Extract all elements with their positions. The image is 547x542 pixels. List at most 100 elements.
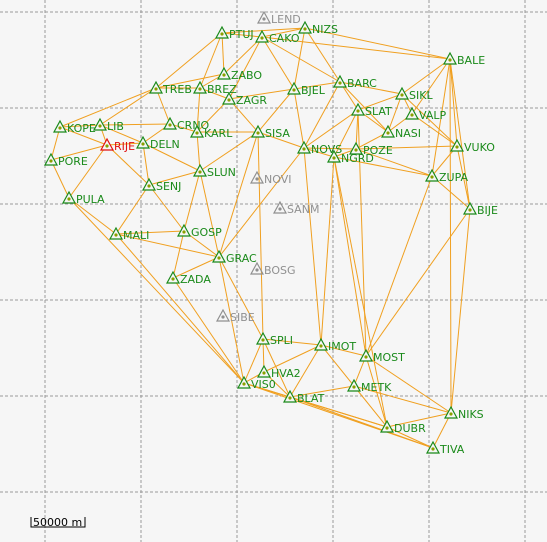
station-karl[interactable]: KARL bbox=[189, 124, 233, 140]
station-ptuj[interactable]: PTUJ bbox=[214, 25, 254, 41]
station-slat[interactable]: SLAT bbox=[350, 102, 392, 118]
station-bale[interactable]: BALE bbox=[442, 51, 485, 67]
station-vuko[interactable]: VUKO bbox=[449, 138, 495, 154]
station-center-dot bbox=[431, 447, 435, 451]
station-rije[interactable]: RIJE bbox=[99, 137, 135, 153]
station-pula[interactable]: PULA bbox=[61, 190, 105, 206]
station-center-dot bbox=[303, 27, 307, 31]
baseline-imot-blat bbox=[289, 344, 322, 398]
station-senj[interactable]: SENJ bbox=[141, 177, 181, 193]
station-label: DELN bbox=[150, 138, 180, 151]
station-sanm[interactable]: SANM bbox=[272, 200, 319, 216]
baseline-bale-vuko bbox=[449, 58, 458, 147]
station-sisa[interactable]: SISA bbox=[250, 124, 290, 140]
baseline-grac-vis0 bbox=[218, 256, 245, 384]
baseline-most-dubr bbox=[365, 355, 388, 428]
station-novi[interactable]: NOVI bbox=[249, 170, 291, 186]
station-center-dot bbox=[227, 98, 231, 102]
baseline-niks-bije bbox=[450, 208, 471, 414]
station-poze[interactable]: POZE bbox=[348, 141, 393, 157]
station-crno[interactable]: CRNO bbox=[162, 116, 210, 132]
baseline-senj-mali bbox=[115, 184, 150, 235]
station-metk[interactable]: METK bbox=[346, 378, 392, 394]
station-sibe[interactable]: SIBE bbox=[215, 308, 255, 324]
baseline-hva2-imot bbox=[263, 344, 322, 373]
station-nasi[interactable]: NASI bbox=[380, 124, 421, 140]
baseline-nizs-bale bbox=[304, 27, 451, 60]
station-valp[interactable]: VALP bbox=[404, 106, 446, 122]
baseline-novs-sisa bbox=[257, 131, 305, 149]
station-cako[interactable]: CAKO bbox=[254, 29, 300, 45]
station-blat[interactable]: BLAT bbox=[282, 389, 325, 405]
station-pore[interactable]: PORE bbox=[43, 152, 88, 168]
station-niks[interactable]: NIKS bbox=[443, 405, 484, 421]
station-kope[interactable]: KOPE bbox=[52, 119, 96, 135]
baseline-sikl-slat bbox=[357, 93, 403, 111]
station-zupa[interactable]: ZUPA bbox=[424, 168, 469, 184]
baseline-barc-novs bbox=[303, 81, 341, 149]
station-barc[interactable]: BARC bbox=[332, 74, 377, 90]
baseline-sisa-grac bbox=[218, 131, 259, 258]
station-center-dot bbox=[217, 256, 221, 260]
station-treb[interactable]: TREB bbox=[148, 80, 192, 96]
station-center-dot bbox=[262, 17, 266, 21]
baseline-treb-lib bbox=[99, 87, 157, 126]
station-center-dot bbox=[449, 412, 453, 416]
station-zabo[interactable]: ZABO bbox=[216, 66, 262, 82]
station-most[interactable]: MOST bbox=[358, 348, 405, 364]
station-center-dot bbox=[292, 88, 296, 92]
station-label: LIB bbox=[107, 120, 124, 133]
baseline-niks-tiva bbox=[432, 412, 452, 449]
baseline-slun-gosp bbox=[183, 170, 201, 232]
baseline-brez-karl bbox=[196, 87, 201, 133]
station-imot[interactable]: IMOT bbox=[313, 337, 356, 353]
station-label: SANM bbox=[287, 203, 319, 216]
station-center-dot bbox=[364, 355, 368, 359]
baseline-lib-deln bbox=[99, 124, 144, 144]
station-gosp[interactable]: GOSP bbox=[176, 223, 222, 239]
baseline-deln-senj bbox=[142, 142, 150, 186]
baseline-bale-zupa bbox=[431, 58, 451, 177]
station-brez[interactable]: BREZ bbox=[192, 80, 237, 96]
station-lend[interactable]: LEND bbox=[256, 10, 301, 26]
station-label: NOVI bbox=[264, 173, 291, 186]
baseline-karl-slun bbox=[196, 131, 201, 172]
station-center-dot bbox=[352, 385, 356, 389]
baseline-tiva-blat bbox=[289, 396, 434, 449]
baseline-kope-rije bbox=[59, 126, 108, 146]
station-grac[interactable]: GRAC bbox=[211, 249, 257, 265]
station-bosg[interactable]: BOSG bbox=[249, 261, 296, 277]
baseline-pula-vis0 bbox=[68, 197, 245, 384]
station-lib[interactable]: LIB bbox=[92, 117, 124, 133]
station-ngrd[interactable]: NGRD bbox=[326, 149, 374, 165]
station-spli[interactable]: SPLI bbox=[255, 331, 293, 347]
scale-bar bbox=[30, 515, 86, 529]
station-deln[interactable]: DELN bbox=[135, 135, 180, 151]
station-zada[interactable]: ZADA bbox=[165, 270, 211, 286]
station-vis0[interactable]: VIS0 bbox=[236, 375, 276, 391]
station-center-dot bbox=[386, 131, 390, 135]
station-bije[interactable]: BIJE bbox=[462, 201, 498, 217]
baseline-bale-valp bbox=[411, 58, 451, 115]
station-mali[interactable]: MALI bbox=[108, 226, 149, 242]
baseline-sisa-slun bbox=[199, 131, 259, 172]
station-hva2[interactable]: HVA2 bbox=[256, 364, 301, 380]
station-center-dot bbox=[332, 156, 336, 160]
station-tiva[interactable]: TIVA bbox=[425, 440, 465, 456]
station-bjel[interactable]: BJEL bbox=[286, 81, 326, 97]
station-sikl[interactable]: SIKL bbox=[394, 86, 433, 102]
baseline-mali-gosp bbox=[115, 230, 185, 235]
station-markers[interactable]: LEND NIZS PTUJ CAKO BALE ZABO TREB BREZ BARC BJEL… bbox=[43, 10, 498, 456]
baseline-ptuj-brez bbox=[199, 32, 223, 89]
station-center-dot bbox=[255, 177, 259, 181]
station-dubr[interactable]: DUBR bbox=[379, 419, 426, 435]
station-slun[interactable]: SLUN bbox=[192, 163, 236, 179]
station-nizs[interactable]: NIZS bbox=[297, 20, 338, 36]
station-label: SISA bbox=[265, 127, 290, 140]
station-zagr[interactable]: ZAGR bbox=[221, 91, 267, 107]
station-label: SLUN bbox=[207, 166, 236, 179]
station-triangle-icon bbox=[256, 10, 272, 24]
